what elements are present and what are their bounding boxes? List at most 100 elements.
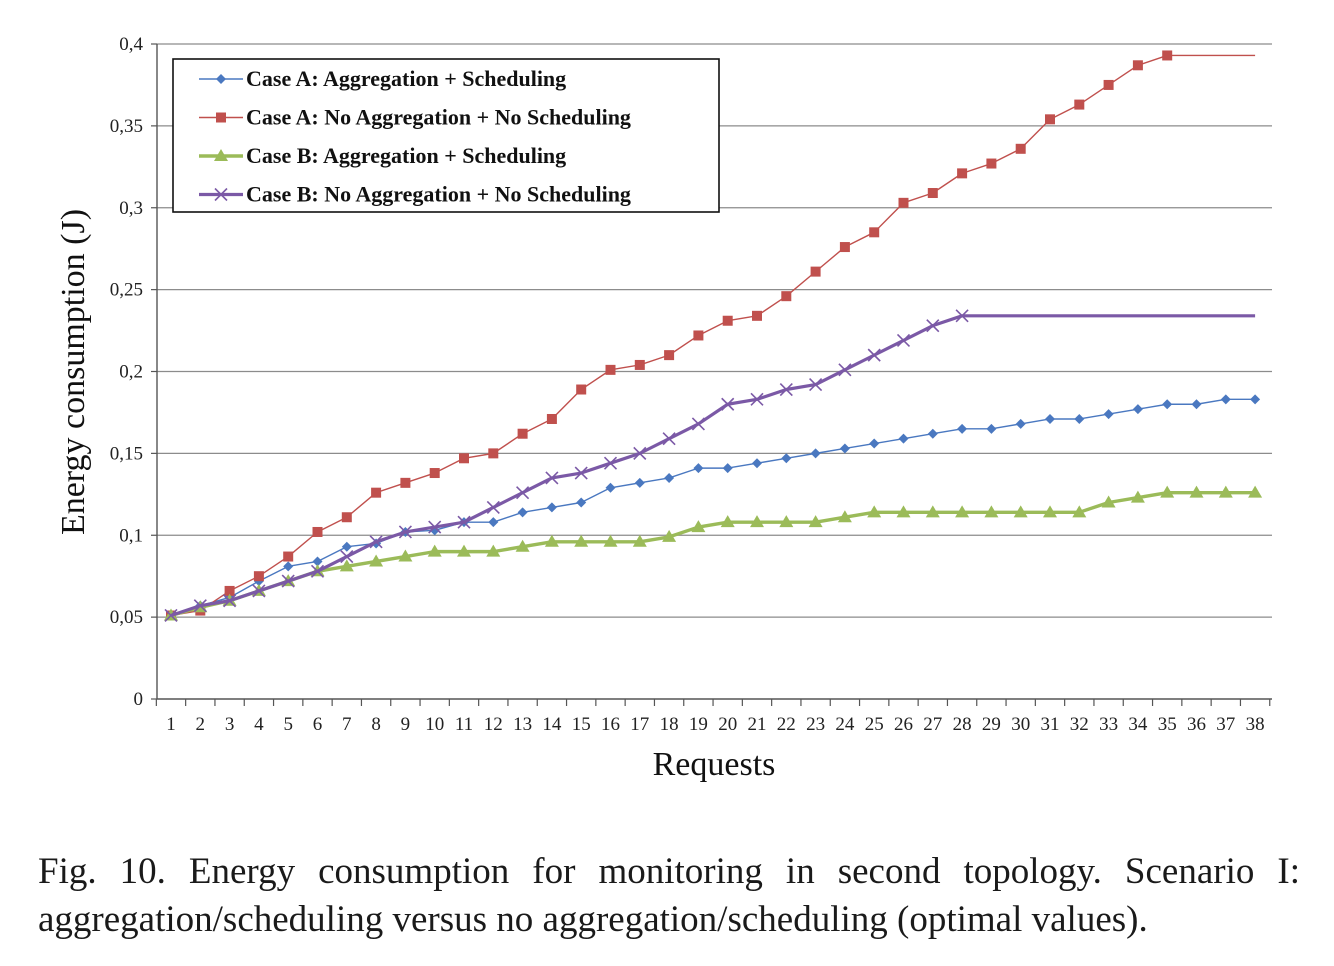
series-line <box>170 490 1256 618</box>
data-point <box>341 541 352 552</box>
legend-item: Case B: Aggregation + Scheduling <box>199 143 566 168</box>
data-point <box>398 549 413 562</box>
data-point <box>1072 505 1087 518</box>
legend-label: Case B: No Aggregation + No Scheduling <box>246 182 631 207</box>
data-point <box>779 515 794 528</box>
y-tick-label: 0,1 <box>119 525 143 546</box>
data-point <box>1013 505 1028 518</box>
data-point <box>632 534 647 547</box>
figure-caption: Fig. 10. Energy consumption for monitori… <box>38 851 1300 940</box>
data-point <box>752 458 762 469</box>
data-point <box>662 432 676 446</box>
x-marker-stroke <box>779 382 793 397</box>
data-point <box>427 544 442 557</box>
data-point <box>574 466 588 480</box>
x-tick-label: 13 <box>513 714 532 735</box>
x-marker-stroke <box>214 187 228 202</box>
data-point <box>779 382 793 397</box>
data-point <box>809 378 823 392</box>
y-tick-label: 0,35 <box>110 116 143 137</box>
x-marker-stroke <box>896 333 911 347</box>
data-point <box>576 497 587 508</box>
data-point <box>517 507 528 518</box>
data-point <box>486 544 501 557</box>
x-tick-label: 35 <box>1158 714 1177 735</box>
data-point <box>339 559 354 572</box>
data-point <box>927 428 938 439</box>
data-point <box>605 364 616 375</box>
data-point <box>752 310 762 321</box>
data-point <box>457 544 471 557</box>
x-axis-label: Requests <box>653 746 776 783</box>
x-tick-label: 34 <box>1128 714 1148 735</box>
data-point <box>869 438 880 449</box>
data-point <box>955 505 970 518</box>
data-point <box>1074 99 1085 110</box>
data-point <box>312 526 323 537</box>
x-tick-label: 24 <box>835 714 855 735</box>
x-tick-label: 32 <box>1070 714 1089 735</box>
data-point <box>898 197 909 208</box>
data-point <box>634 359 645 370</box>
y-axis-label: Energy consumption (J) <box>55 209 92 535</box>
data-point <box>459 453 469 464</box>
data-point <box>369 554 384 567</box>
data-point <box>955 309 969 323</box>
data-point <box>1160 485 1175 498</box>
data-point <box>781 453 792 464</box>
data-point <box>252 584 266 598</box>
x-marker-stroke <box>545 471 559 485</box>
data-point <box>1162 399 1173 410</box>
data-point <box>1248 485 1263 498</box>
x-tick-label: 10 <box>425 714 444 735</box>
data-point <box>1218 485 1233 498</box>
x-marker-stroke <box>662 432 676 446</box>
data-point <box>429 468 440 479</box>
x-tick-label: 17 <box>630 714 649 735</box>
data-point <box>720 515 735 528</box>
x-marker-stroke <box>574 466 588 480</box>
x-marker-stroke <box>867 348 881 362</box>
data-point <box>839 443 850 454</box>
data-point <box>662 529 677 542</box>
y-tick-label: 0,15 <box>110 443 143 464</box>
y-tick-label: 0,3 <box>119 198 143 219</box>
data-point <box>369 535 383 549</box>
data-point <box>722 315 733 326</box>
data-point <box>457 515 471 529</box>
data-point <box>691 520 706 533</box>
data-point <box>544 534 559 547</box>
y-tick-label: 0,25 <box>110 280 143 301</box>
data-point <box>810 448 821 459</box>
series-3 <box>164 485 1263 621</box>
x-tick-label: 15 <box>572 714 591 735</box>
data-point <box>721 397 735 411</box>
data-point <box>722 463 733 474</box>
x-tick-label: 27 <box>923 714 942 735</box>
data-point <box>810 266 821 277</box>
x-tick-label: 29 <box>982 714 1001 735</box>
x-marker-stroke <box>252 584 266 598</box>
x-tick-label: 1 <box>166 714 176 735</box>
legend-item: Case A: No Aggregation + No Scheduling <box>199 105 631 130</box>
x-marker-stroke <box>691 417 705 431</box>
data-point <box>750 392 764 406</box>
data-point <box>691 417 705 431</box>
x-tick-label: 18 <box>660 714 679 735</box>
x-tick-label: 9 <box>401 714 411 735</box>
data-point <box>986 158 997 169</box>
x-tick-label: 22 <box>777 714 796 735</box>
x-tick-label: 3 <box>225 714 235 735</box>
data-point <box>867 348 881 362</box>
x-marker-stroke <box>809 378 823 392</box>
x-marker-stroke <box>310 564 325 578</box>
x-tick-label: 6 <box>313 714 323 735</box>
data-point <box>839 242 850 253</box>
y-tick-labels: 0 0,05 0,1 0,15 0,2 0,25 0,3 0,35 0,4 <box>110 34 144 710</box>
data-series <box>164 50 1263 623</box>
data-point <box>957 423 968 434</box>
x-marker-stroke <box>486 500 500 514</box>
data-point <box>216 112 226 123</box>
data-point <box>1132 404 1143 415</box>
data-point <box>925 505 940 518</box>
